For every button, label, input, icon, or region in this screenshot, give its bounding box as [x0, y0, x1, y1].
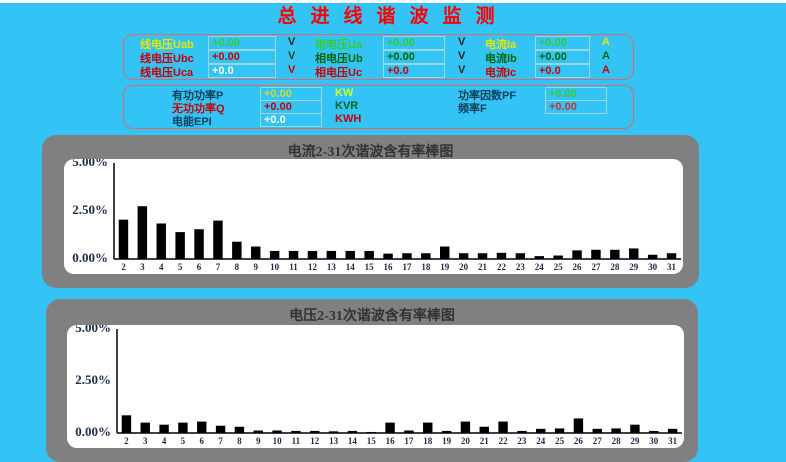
svg-text:23: 23	[516, 262, 526, 272]
svg-text:22: 22	[499, 436, 509, 446]
svg-text:23: 23	[517, 436, 527, 446]
svg-text:20: 20	[459, 262, 469, 272]
svg-text:28: 28	[612, 436, 622, 446]
svg-text:2.50%: 2.50%	[75, 372, 111, 387]
svg-text:29: 29	[630, 436, 640, 446]
svg-text:11: 11	[292, 436, 301, 446]
svg-text:7: 7	[218, 436, 223, 446]
svg-text:6: 6	[197, 262, 202, 272]
svg-text:4: 4	[159, 262, 164, 272]
svg-text:21: 21	[480, 436, 490, 446]
svg-text:2: 2	[121, 262, 126, 272]
svg-text:15: 15	[365, 262, 375, 272]
svg-text:13: 13	[329, 436, 339, 446]
svg-text:22: 22	[497, 262, 507, 272]
svg-text:26: 26	[573, 262, 583, 272]
svg-text:16: 16	[386, 436, 396, 446]
svg-text:5: 5	[181, 436, 186, 446]
svg-text:3: 3	[143, 436, 148, 446]
svg-text:2.50%: 2.50%	[72, 202, 108, 217]
svg-text:3: 3	[140, 262, 145, 272]
svg-text:16: 16	[384, 262, 394, 272]
svg-text:28: 28	[610, 262, 620, 272]
svg-text:5: 5	[178, 262, 183, 272]
svg-text:19: 19	[442, 436, 452, 446]
svg-text:2: 2	[124, 436, 129, 446]
svg-text:27: 27	[591, 262, 601, 272]
svg-text:0.00%: 0.00%	[72, 250, 108, 265]
svg-text:18: 18	[423, 436, 433, 446]
svg-text:14: 14	[346, 262, 356, 272]
svg-text:15: 15	[367, 436, 377, 446]
svg-text:9: 9	[254, 262, 259, 272]
svg-text:10: 10	[273, 436, 283, 446]
svg-text:10: 10	[270, 262, 280, 272]
svg-text:5.00%: 5.00%	[75, 325, 111, 335]
svg-text:25: 25	[554, 262, 564, 272]
svg-text:30: 30	[648, 262, 658, 272]
svg-text:19: 19	[440, 262, 450, 272]
svg-text:18: 18	[421, 262, 431, 272]
svg-text:12: 12	[310, 436, 320, 446]
svg-text:25: 25	[555, 436, 565, 446]
svg-text:17: 17	[402, 262, 412, 272]
svg-text:4: 4	[162, 436, 167, 446]
svg-text:12: 12	[308, 262, 318, 272]
svg-text:29: 29	[629, 262, 639, 272]
svg-text:8: 8	[237, 436, 242, 446]
svg-text:9: 9	[256, 436, 261, 446]
svg-text:30: 30	[649, 436, 659, 446]
svg-text:14: 14	[348, 436, 358, 446]
svg-text:8: 8	[235, 262, 240, 272]
svg-text:24: 24	[535, 262, 545, 272]
svg-text:24: 24	[536, 436, 546, 446]
svg-text:17: 17	[404, 436, 414, 446]
svg-text:6: 6	[200, 436, 205, 446]
svg-text:7: 7	[216, 262, 221, 272]
svg-text:26: 26	[574, 436, 584, 446]
svg-text:31: 31	[668, 436, 678, 446]
svg-text:27: 27	[593, 436, 603, 446]
svg-text:0.00%: 0.00%	[75, 424, 111, 439]
svg-text:21: 21	[478, 262, 488, 272]
svg-text:20: 20	[461, 436, 471, 446]
svg-text:11: 11	[289, 262, 298, 272]
svg-text:31: 31	[667, 262, 677, 272]
svg-text:13: 13	[327, 262, 337, 272]
